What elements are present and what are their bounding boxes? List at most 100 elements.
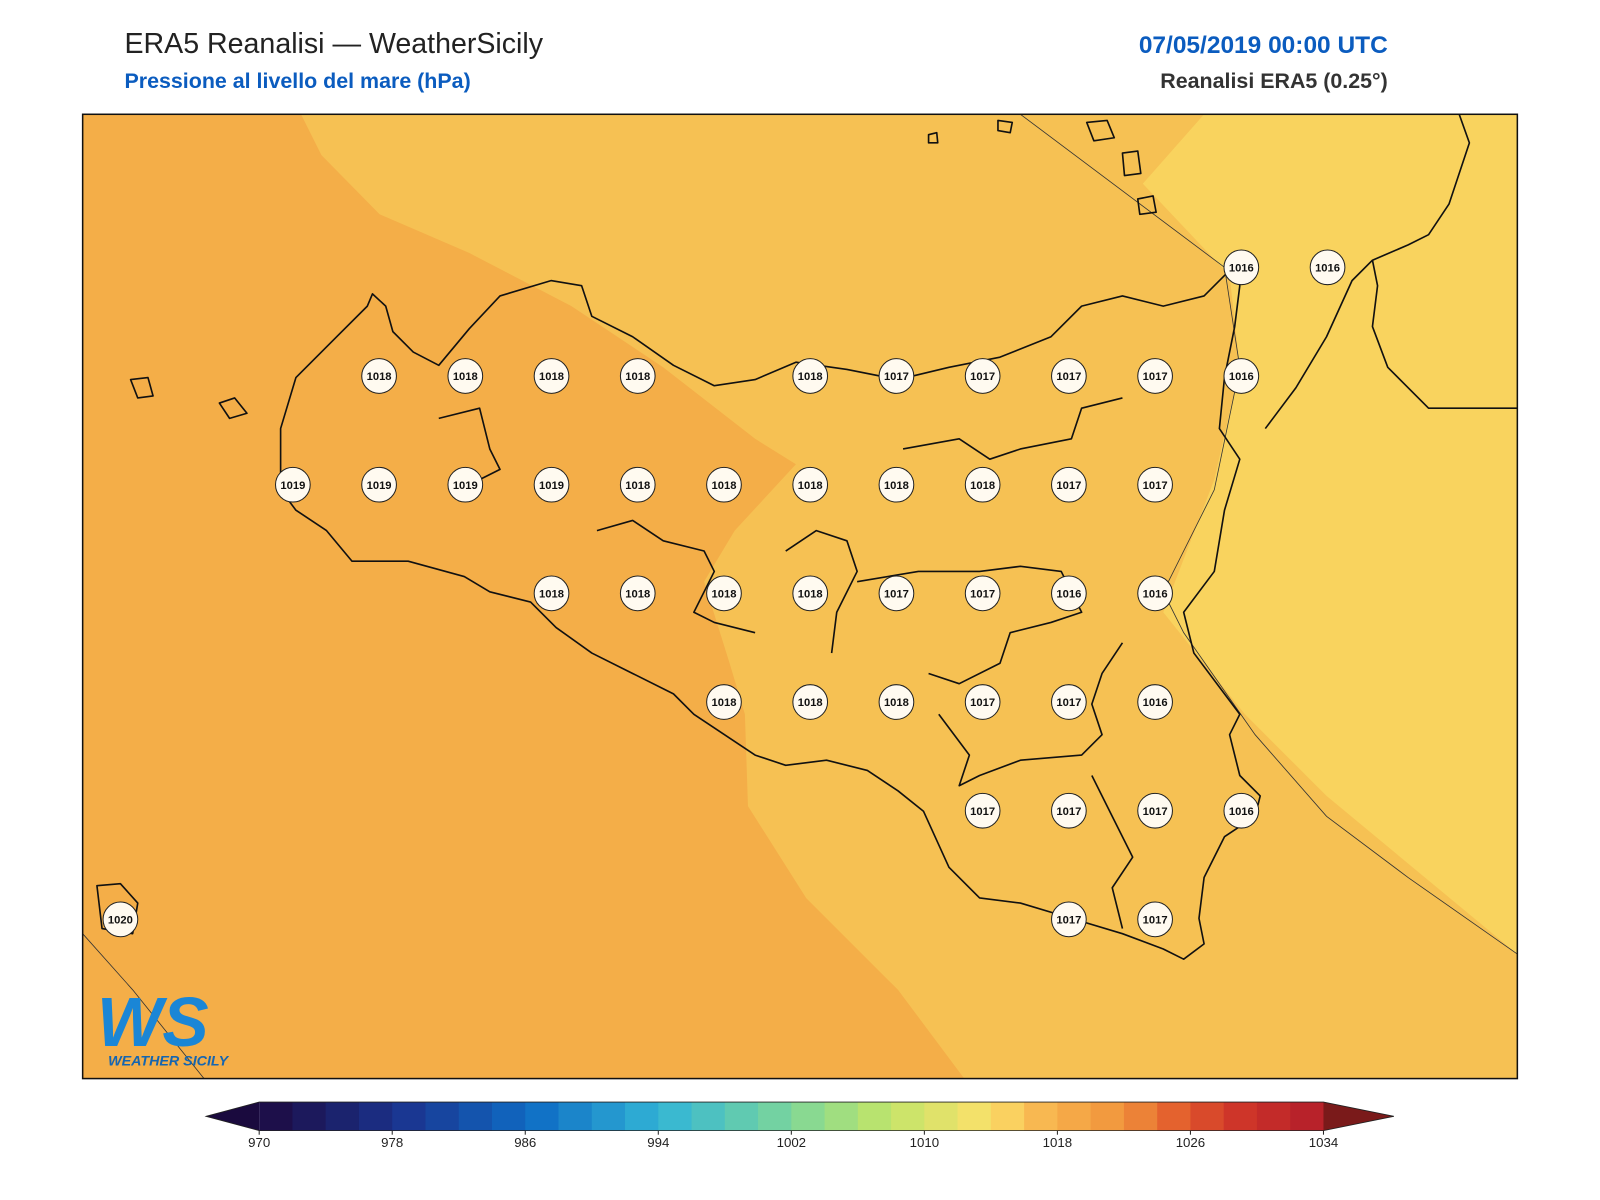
- station-marker: [1051, 466, 1087, 503]
- station-value: 1016: [1143, 588, 1168, 600]
- station-marker: [533, 466, 570, 503]
- colorbar: 970 978 986 994 1002 1010 1018 1026 1034: [204, 1101, 1394, 1150]
- station-value: 1018: [884, 697, 909, 709]
- colorbar-bin: [1256, 1102, 1291, 1131]
- colorbar-bin: [1290, 1102, 1324, 1131]
- source: Reanalisi ERA5 (0.25°): [1160, 69, 1387, 93]
- station-marker: [533, 358, 570, 394]
- station-marker: [447, 466, 484, 503]
- pressure-zone: [82, 114, 965, 1079]
- colorbar-bin: [458, 1102, 493, 1131]
- station-value: 1018: [625, 480, 650, 492]
- station-value: 1017: [1056, 697, 1081, 709]
- province-border: [438, 397, 1134, 929]
- station-value: 1017: [1056, 371, 1081, 383]
- colorbar-bin: [1057, 1102, 1092, 1131]
- colorbar-tick-label: 994: [647, 1135, 669, 1150]
- station-value: 1017: [884, 588, 909, 600]
- colorbar-bin: [990, 1102, 1025, 1131]
- station-marker: [964, 684, 1001, 720]
- station-marker: [1223, 249, 1260, 286]
- station-marker: [792, 575, 829, 612]
- station-value: 1016: [1315, 262, 1340, 274]
- colorbar-bin: [1090, 1102, 1125, 1131]
- station-marker: [878, 466, 915, 503]
- colorbar-bin: [558, 1102, 593, 1131]
- pressure-zone: [1142, 114, 1518, 955]
- station-marker: [1051, 575, 1087, 612]
- station-value: 1016: [1229, 371, 1254, 383]
- station-marker: [1223, 358, 1260, 394]
- station-marker: [878, 358, 915, 394]
- station-marker: [361, 358, 397, 394]
- colorbar-bin: [957, 1102, 992, 1131]
- station-value: 1018: [539, 588, 564, 600]
- station-marker: [1137, 901, 1173, 938]
- station-marker: [964, 358, 1001, 394]
- map: [81, 113, 1519, 1080]
- logo-text: WEATHER SICILY: [108, 1053, 229, 1069]
- station-value: 1016: [1056, 588, 1081, 600]
- colorbar-bin: [525, 1102, 560, 1131]
- colorbar-bin: [1024, 1102, 1058, 1131]
- colorbar-tick-label: 1034: [1309, 1135, 1338, 1150]
- station-value: 1019: [280, 480, 305, 492]
- station-value: 1016: [1229, 806, 1254, 818]
- station-marker: [792, 466, 829, 503]
- station-marker: [1137, 358, 1173, 394]
- station-marker: [1223, 792, 1260, 829]
- station-value: 1018: [711, 588, 736, 600]
- station-marker: [1051, 901, 1087, 938]
- station-value: 1017: [884, 371, 909, 383]
- station-value: 1019: [539, 480, 564, 492]
- station-value: 1019: [453, 480, 478, 492]
- colorbar-tick-label: 978: [381, 1135, 403, 1150]
- station-marker: [1309, 249, 1346, 286]
- station-marker: [878, 684, 915, 720]
- colorbar-bin: [1223, 1102, 1258, 1131]
- colorbar-bin: [857, 1102, 892, 1131]
- map-frame: [81, 113, 1519, 1080]
- station-marker: [1137, 466, 1173, 503]
- station-value: 1018: [711, 697, 736, 709]
- station-marker: [102, 901, 139, 938]
- station-value: 1017: [1143, 371, 1168, 383]
- colorbar-bin: [591, 1102, 626, 1131]
- station-marker: [275, 466, 311, 503]
- colorbar-extend: [206, 1102, 260, 1131]
- station-marker: [1137, 575, 1173, 612]
- station-marker: [964, 466, 1001, 503]
- station-marker: [1051, 358, 1087, 394]
- stations: 1016 1016 1018 1018 1018 1018 1018 1017 1017 1017…: [102, 249, 1346, 938]
- colorbar-bin: [292, 1102, 327, 1131]
- station-marker: [533, 575, 570, 612]
- station-marker: [792, 358, 829, 394]
- station-value: 1018: [711, 480, 736, 492]
- station-marker: [447, 358, 484, 394]
- colorbar-tick-label: 1018: [1043, 1135, 1072, 1150]
- station-marker: [361, 466, 397, 503]
- station-marker: [706, 466, 742, 503]
- colorbar-bin: [1157, 1102, 1191, 1131]
- station-marker: [1051, 792, 1087, 829]
- station-value: 1018: [798, 588, 823, 600]
- station-marker: [1137, 684, 1173, 720]
- station-value: 1017: [1143, 914, 1168, 926]
- colorbar-tick-label: 970: [248, 1135, 270, 1150]
- station-value: 1017: [1143, 480, 1168, 492]
- colorbar-bin: [259, 1102, 293, 1131]
- title: ERA5 Reanalisi — WeatherSicily: [124, 28, 543, 60]
- station-value: 1017: [970, 371, 995, 383]
- logo: WS WEATHER SICILY: [97, 983, 230, 1069]
- station-value: 1019: [367, 480, 392, 492]
- station-value: 1017: [970, 588, 995, 600]
- station-marker: [619, 358, 656, 394]
- colorbar-bin: [625, 1102, 659, 1131]
- colorbar-tick-label: 1002: [777, 1135, 806, 1150]
- colorbar-bin: [724, 1102, 759, 1131]
- station-value: 1018: [539, 371, 564, 383]
- station-marker: [619, 575, 656, 612]
- station-value: 1020: [108, 914, 133, 926]
- colorbar-tick-label: 986: [514, 1135, 536, 1150]
- station-value: 1018: [625, 588, 650, 600]
